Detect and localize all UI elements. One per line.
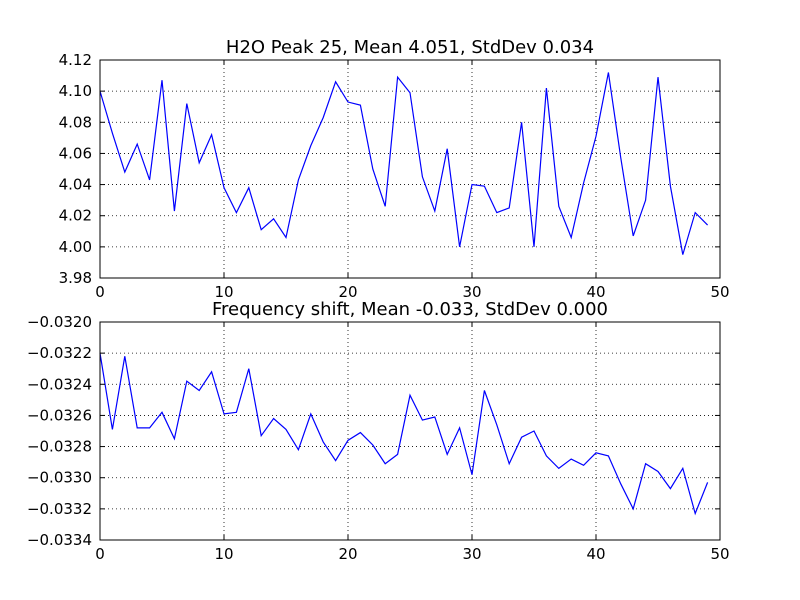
x-tick-label: 20 <box>338 283 357 301</box>
y-tick-labels: 3.98 4.00 4.02 4.04 4.06 4.08 4.10 4.12 <box>59 51 92 287</box>
y-tick-label: 4.12 <box>59 51 92 69</box>
x-tick-label: 40 <box>586 545 605 563</box>
y-tick-label: 4.04 <box>59 176 92 194</box>
y-tick-label: 4.02 <box>59 207 92 225</box>
y-tick-label: −0.0326 <box>27 406 92 424</box>
y-tick-label: −0.0324 <box>27 375 92 393</box>
x-tick-labels: 0 10 20 30 40 50 <box>95 283 729 301</box>
x-tick-label: 20 <box>338 545 357 563</box>
y-tick-label: −0.0330 <box>27 469 92 487</box>
x-tick-label: 50 <box>710 283 729 301</box>
series-group <box>99 72 709 255</box>
plot-area-frame <box>99 321 721 541</box>
chart-frequency-shift: Frequency shift, Mean -0.033, StdDev 0.0… <box>27 299 730 563</box>
x-tick-label: 50 <box>710 545 729 563</box>
chart-title: Frequency shift, Mean -0.033, StdDev 0.0… <box>212 299 608 320</box>
y-tick-label: −0.0322 <box>27 344 92 362</box>
y-tick-label: −0.0334 <box>27 531 92 549</box>
y-tick-label: 4.06 <box>59 144 92 162</box>
chart-h2o-peak: H2O Peak 25, Mean 4.051, StdDev 0.034 0 1… <box>59 37 730 301</box>
x-tick-label: 30 <box>462 545 481 563</box>
chart-title: H2O Peak 25, Mean 4.051, StdDev 0.034 <box>226 37 594 58</box>
tick-marks <box>99 321 721 541</box>
grid-lines <box>100 322 720 540</box>
x-tick-labels: 0 10 20 30 40 50 <box>95 545 729 563</box>
x-tick-label: 40 <box>586 283 605 301</box>
y-tick-label: 3.98 <box>59 269 92 287</box>
grid-lines <box>100 60 720 278</box>
x-tick-label: 0 <box>95 545 105 563</box>
x-tick-label: 0 <box>95 283 105 301</box>
y-tick-label: −0.0328 <box>27 438 92 456</box>
x-tick-label: 30 <box>462 283 481 301</box>
x-tick-label: 10 <box>214 545 233 563</box>
y-tick-label: −0.0332 <box>27 500 92 518</box>
y-tick-label: 4.08 <box>59 113 92 131</box>
series-line <box>99 72 709 255</box>
tick-marks <box>99 59 721 279</box>
y-tick-label: 4.10 <box>59 82 92 100</box>
y-tick-label: 4.00 <box>59 238 92 256</box>
x-tick-label: 10 <box>214 283 233 301</box>
y-tick-label: −0.0320 <box>27 313 92 331</box>
y-tick-labels: −0.0334 −0.0332 −0.0330 −0.0328 −0.0326 −0.03… <box>27 313 92 549</box>
series-group <box>99 353 709 516</box>
plot-area-frame <box>99 59 721 279</box>
series-line <box>99 353 709 516</box>
